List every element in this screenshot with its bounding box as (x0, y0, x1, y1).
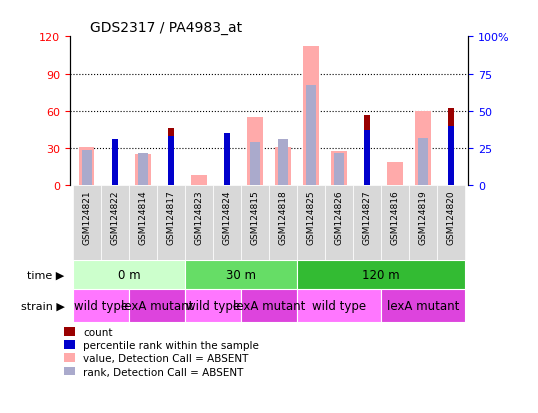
Bar (241, 186, 269, 260)
Text: wild type: wild type (186, 299, 240, 312)
Text: GSM124825: GSM124825 (307, 190, 316, 244)
Bar (381, 186, 409, 260)
Bar (297, 186, 325, 260)
Text: GSM124814: GSM124814 (138, 190, 147, 244)
Bar (112, 140, 118, 186)
Bar (275, 147, 291, 186)
Bar (157, 186, 185, 260)
Bar (409, 186, 437, 260)
Bar (381, 289, 465, 322)
Bar (82, 150, 92, 186)
Text: GSM124817: GSM124817 (166, 190, 175, 244)
Bar (297, 260, 465, 289)
Text: GSM124823: GSM124823 (194, 190, 203, 244)
Bar (129, 289, 185, 322)
Text: GSM124815: GSM124815 (251, 190, 259, 244)
Text: strain ▶: strain ▶ (20, 301, 65, 311)
Bar (224, 134, 230, 186)
Bar (247, 118, 263, 186)
Bar (168, 129, 174, 186)
Bar (415, 112, 431, 186)
Bar (101, 186, 129, 260)
Bar (185, 186, 213, 260)
Bar (73, 289, 129, 322)
Text: GSM124820: GSM124820 (447, 190, 456, 244)
Bar (364, 131, 370, 186)
Bar (297, 289, 381, 322)
Bar (331, 151, 347, 186)
Bar (448, 109, 454, 186)
Text: GSM124821: GSM124821 (82, 190, 91, 244)
Text: 0 m: 0 m (117, 268, 140, 281)
Bar (185, 289, 241, 322)
Legend: count, percentile rank within the sample, value, Detection Call = ABSENT, rank, : count, percentile rank within the sample… (65, 328, 259, 377)
Bar (73, 186, 101, 260)
Bar (418, 138, 428, 186)
Bar (334, 153, 344, 186)
Bar (185, 260, 297, 289)
Text: 30 m: 30 m (226, 268, 256, 281)
Bar (241, 289, 297, 322)
Text: wild type: wild type (312, 299, 366, 312)
Bar (303, 47, 318, 186)
Bar (73, 260, 185, 289)
Text: GSM124822: GSM124822 (110, 190, 119, 244)
Bar (168, 137, 174, 186)
Bar (437, 186, 465, 260)
Text: GSM124818: GSM124818 (279, 190, 287, 244)
Bar (353, 186, 381, 260)
Bar (135, 155, 151, 186)
Text: GSM124816: GSM124816 (391, 190, 400, 244)
Text: lexA mutant: lexA mutant (233, 299, 305, 312)
Text: lexA mutant: lexA mutant (387, 299, 459, 312)
Text: time ▶: time ▶ (27, 270, 65, 280)
Bar (138, 153, 148, 186)
Bar (364, 115, 370, 186)
Text: GSM124826: GSM124826 (335, 190, 344, 244)
Text: wild type: wild type (74, 299, 128, 312)
Bar (325, 186, 353, 260)
Bar (191, 176, 207, 186)
Text: GDS2317 / PA4983_at: GDS2317 / PA4983_at (90, 21, 242, 35)
Text: 120 m: 120 m (362, 268, 400, 281)
Text: GSM124827: GSM124827 (363, 190, 372, 244)
Bar (387, 162, 403, 186)
Bar (129, 186, 157, 260)
Bar (79, 147, 95, 186)
Bar (278, 140, 288, 186)
Text: GSM124824: GSM124824 (222, 190, 231, 244)
Bar (269, 186, 297, 260)
Bar (250, 143, 260, 186)
Text: GSM124819: GSM124819 (419, 190, 428, 244)
Text: lexA mutant: lexA mutant (121, 299, 193, 312)
Bar (448, 126, 454, 186)
Bar (306, 86, 316, 186)
Bar (224, 142, 230, 186)
Bar (213, 186, 241, 260)
Bar (112, 145, 118, 186)
